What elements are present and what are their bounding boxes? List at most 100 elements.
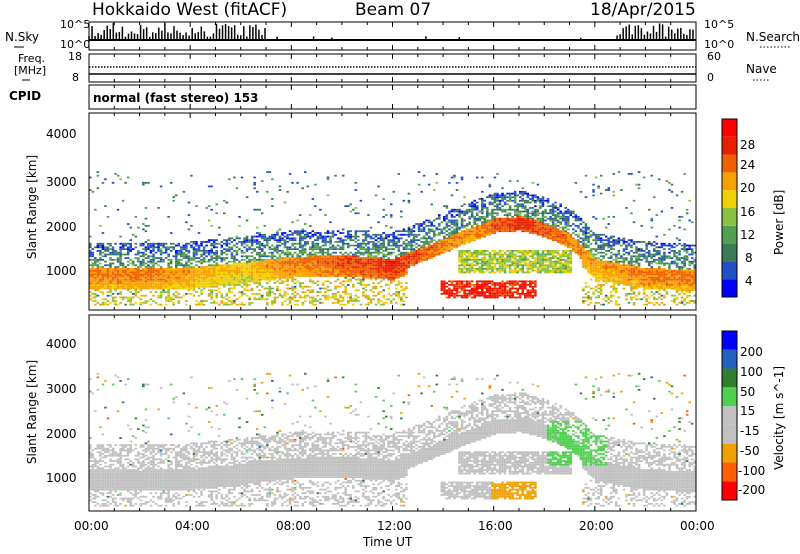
power-cell bbox=[501, 289, 504, 292]
power-cell bbox=[329, 267, 332, 270]
power-cell bbox=[483, 250, 487, 252]
power-cell bbox=[329, 221, 332, 224]
power-cell bbox=[503, 219, 507, 222]
power-cell bbox=[501, 228, 504, 231]
power-cell bbox=[339, 282, 342, 285]
power-cell bbox=[400, 296, 403, 299]
power-cell bbox=[483, 224, 487, 227]
power-cell bbox=[172, 292, 175, 295]
power-cell bbox=[298, 233, 302, 236]
power-cell bbox=[207, 278, 211, 281]
power-cell bbox=[258, 267, 261, 270]
power-cell bbox=[174, 260, 178, 263]
power-cell bbox=[372, 267, 375, 270]
power-cell bbox=[516, 226, 519, 229]
power-cell bbox=[286, 253, 289, 256]
power-cell bbox=[276, 275, 279, 277]
power-cell bbox=[326, 275, 330, 277]
power-cell bbox=[448, 181, 451, 184]
power-cell bbox=[286, 235, 289, 238]
power-cell bbox=[210, 224, 213, 227]
power-cell bbox=[407, 233, 411, 236]
power-cell bbox=[518, 203, 522, 206]
power-cell bbox=[233, 267, 236, 270]
power-cell bbox=[531, 221, 535, 224]
power-cell bbox=[463, 266, 466, 268]
power-cell bbox=[281, 242, 284, 245]
power-cell bbox=[230, 248, 234, 251]
power-cell bbox=[546, 201, 550, 204]
power-cell bbox=[372, 242, 375, 245]
power-cell bbox=[164, 280, 168, 283]
power-cell bbox=[109, 278, 112, 281]
power-cell bbox=[412, 226, 416, 229]
power-cell bbox=[341, 244, 345, 247]
power-cell bbox=[253, 262, 256, 265]
power-cell bbox=[460, 285, 464, 288]
power-cell bbox=[503, 201, 507, 204]
power-cell bbox=[493, 255, 497, 258]
power-cell bbox=[336, 298, 340, 301]
power-cell bbox=[501, 198, 504, 200]
power-cell bbox=[415, 255, 418, 258]
power-cell bbox=[481, 210, 484, 213]
power-cell bbox=[448, 228, 451, 231]
power-cell bbox=[513, 192, 517, 195]
power-cell bbox=[470, 264, 474, 267]
power-cell bbox=[314, 248, 317, 251]
power-cell bbox=[164, 257, 168, 259]
power-cell bbox=[324, 251, 327, 254]
power-cell bbox=[119, 255, 122, 258]
power-cell bbox=[187, 278, 191, 281]
power-cell bbox=[303, 257, 307, 259]
power-cell bbox=[349, 210, 353, 213]
power-cell bbox=[99, 271, 102, 274]
power-cell bbox=[296, 258, 299, 261]
power-cell bbox=[172, 294, 175, 297]
power-cell bbox=[486, 208, 489, 211]
power-cell bbox=[508, 296, 512, 299]
power-cell bbox=[263, 271, 267, 274]
power-cell bbox=[511, 271, 514, 274]
power-cell bbox=[513, 269, 517, 272]
power-cell bbox=[369, 267, 373, 270]
power-cell bbox=[101, 242, 105, 245]
power-cell bbox=[427, 232, 431, 234]
power-cell bbox=[427, 183, 431, 186]
power-cell bbox=[513, 282, 517, 285]
power-cell bbox=[534, 201, 537, 204]
power-cell bbox=[278, 282, 282, 285]
power-cell bbox=[240, 176, 244, 179]
power-cell bbox=[508, 280, 512, 283]
power-cell bbox=[526, 264, 530, 267]
power-cell bbox=[377, 264, 380, 267]
power-cell bbox=[137, 257, 140, 259]
power-cell bbox=[109, 271, 112, 274]
power-cell bbox=[180, 246, 183, 249]
power-cell bbox=[468, 294, 471, 297]
power-cell bbox=[311, 269, 315, 272]
power-cell bbox=[387, 260, 390, 263]
power-cell bbox=[303, 264, 307, 267]
power-cell bbox=[187, 275, 191, 277]
power-cell bbox=[331, 251, 335, 254]
power-cell bbox=[268, 294, 272, 297]
power-cell bbox=[235, 237, 239, 240]
power-cell bbox=[374, 271, 378, 274]
power-cell bbox=[89, 273, 92, 276]
power-cell bbox=[453, 294, 456, 297]
power-cell bbox=[458, 214, 461, 216]
power-cell bbox=[349, 255, 353, 258]
power-cell bbox=[319, 250, 322, 252]
power-cell bbox=[217, 264, 221, 267]
power-cell bbox=[154, 280, 158, 283]
power-cell bbox=[202, 280, 206, 283]
power-cell bbox=[435, 226, 439, 229]
power-cell bbox=[407, 262, 411, 265]
power-cell bbox=[357, 296, 360, 299]
power-cell bbox=[129, 298, 132, 301]
power-cell bbox=[99, 253, 102, 256]
power-cell bbox=[291, 271, 294, 274]
power-cell bbox=[278, 292, 282, 295]
power-cell bbox=[352, 258, 355, 261]
